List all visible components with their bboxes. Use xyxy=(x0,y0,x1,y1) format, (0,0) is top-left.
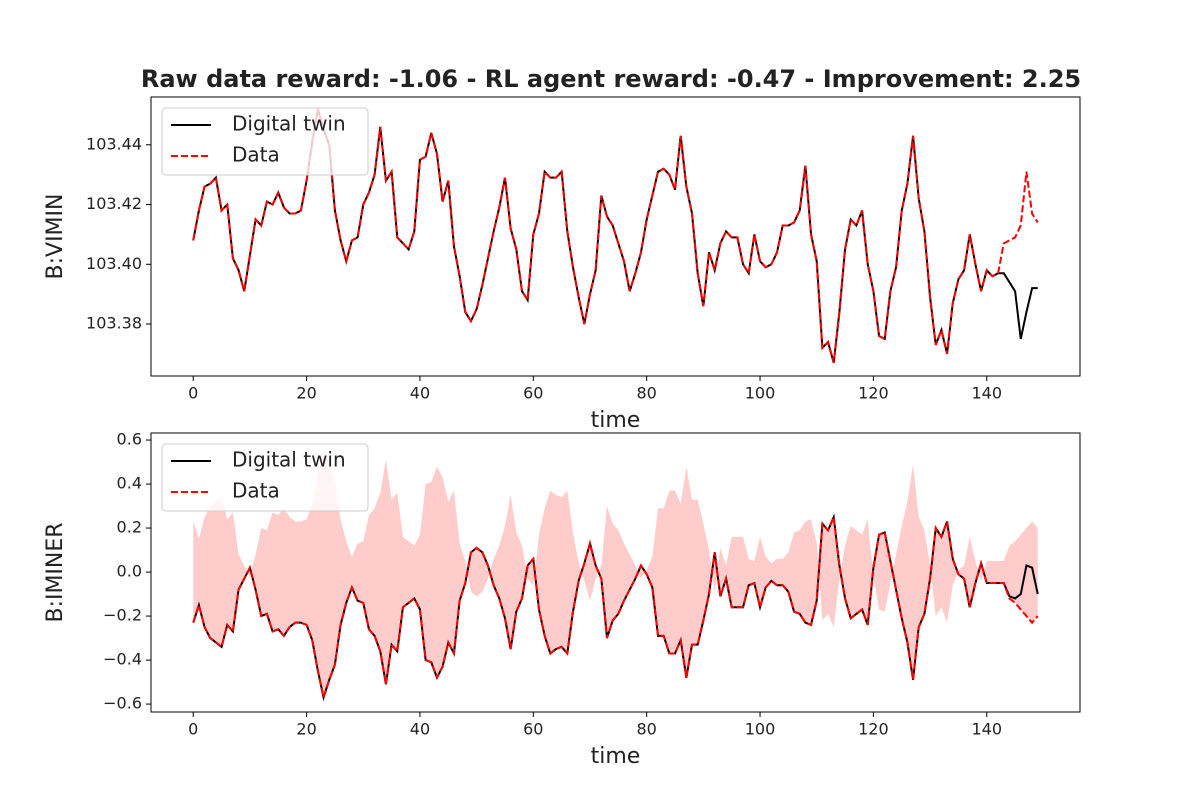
legend-label: Digital twin xyxy=(232,448,346,472)
x-tick-label: 0 xyxy=(188,384,198,403)
y-tick-label: 103.42 xyxy=(86,194,142,213)
x-tick-label: 120 xyxy=(858,720,889,739)
mirror-band xyxy=(193,446,1038,698)
x-tick-label: 20 xyxy=(296,720,316,739)
y-tick-label: 103.40 xyxy=(86,254,142,273)
x-tick-label: 100 xyxy=(745,720,776,739)
series-line xyxy=(192,513,1039,702)
y-axis-label: B:IMINER xyxy=(43,522,68,622)
series-line xyxy=(192,108,1039,364)
x-tick-label: 120 xyxy=(858,384,889,403)
x-tick-label: 80 xyxy=(636,720,656,739)
x-tick-label: 20 xyxy=(296,384,316,403)
x-tick-label: 100 xyxy=(745,384,776,403)
y-tick-label: 0.2 xyxy=(117,518,142,537)
axes-frame xyxy=(150,96,1081,377)
x-tick-label: 40 xyxy=(410,720,430,739)
x-tick-label: 60 xyxy=(523,720,543,739)
y-axis-label: B:VIMIN xyxy=(43,194,68,280)
x-tick-label: 40 xyxy=(410,384,430,403)
y-tick-label: 0.4 xyxy=(117,474,142,493)
x-tick-label: 140 xyxy=(971,384,1002,403)
legend-box xyxy=(161,443,369,512)
y-tick-label: 103.38 xyxy=(86,314,142,333)
x-tick-label: 80 xyxy=(636,384,656,403)
y-tick-label: 103.44 xyxy=(86,134,142,153)
y-tick-label: 0.0 xyxy=(117,562,142,581)
legend-label: Data xyxy=(232,143,280,167)
x-tick-label: 140 xyxy=(971,720,1002,739)
y-tick-label: −0.6 xyxy=(103,694,142,713)
y-tick-label: −0.2 xyxy=(103,606,142,625)
legend-label: Data xyxy=(232,479,280,503)
y-tick-label: −0.4 xyxy=(103,650,142,669)
x-axis-label: time xyxy=(591,408,641,433)
axes: 0 20 40 60 80 100 120 140 −0.6 −0.4 −0.2 0.0 0.2 0.4 0… xyxy=(43,430,1081,769)
legend-label: Digital twin xyxy=(232,112,346,136)
x-tick-label: 60 xyxy=(523,384,543,403)
x-tick-label: 0 xyxy=(188,720,198,739)
chart-title: Raw data reward: -1.06 - RL agent reward… xyxy=(141,65,1081,93)
y-tick-label: 0.6 xyxy=(117,430,142,449)
legend-box xyxy=(161,107,369,176)
axes: 0 20 40 60 80 100 120 140 103.38 103.40 103.42 103.… xyxy=(43,96,1081,433)
x-axis-label: time xyxy=(591,744,641,769)
